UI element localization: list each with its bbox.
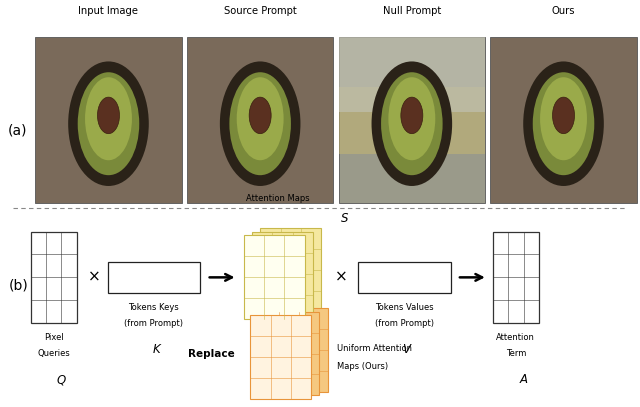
Text: (from Prompt): (from Prompt)	[124, 319, 184, 328]
Ellipse shape	[540, 77, 587, 160]
Text: $Q$: $Q$	[56, 373, 67, 387]
Ellipse shape	[381, 72, 443, 175]
Ellipse shape	[401, 97, 423, 133]
Ellipse shape	[237, 77, 284, 160]
Bar	[250, 315, 311, 399]
Text: Replace: Replace	[188, 348, 236, 359]
Bar	[490, 37, 637, 204]
Text: $A$: $A$	[518, 373, 529, 386]
Ellipse shape	[97, 97, 120, 133]
Ellipse shape	[77, 72, 140, 175]
Ellipse shape	[524, 61, 604, 186]
Bar	[339, 37, 485, 204]
Ellipse shape	[229, 72, 291, 175]
Text: Term: Term	[506, 349, 526, 358]
Bar	[260, 228, 321, 312]
Bar	[244, 236, 305, 319]
Bar	[493, 232, 539, 323]
Text: ×: ×	[335, 270, 348, 285]
Text: Input Image: Input Image	[79, 6, 138, 16]
Text: $V$: $V$	[402, 343, 413, 356]
Bar	[259, 312, 319, 396]
Ellipse shape	[552, 97, 575, 133]
Bar	[187, 37, 333, 204]
Text: Uniform Attention: Uniform Attention	[337, 344, 412, 353]
Text: Ours: Ours	[552, 6, 575, 16]
Bar	[108, 263, 200, 293]
Ellipse shape	[220, 61, 300, 186]
Bar	[267, 308, 328, 392]
Text: Queries: Queries	[37, 349, 70, 358]
Text: (from Prompt): (from Prompt)	[374, 319, 434, 328]
Text: Attention: Attention	[497, 333, 535, 342]
Bar	[31, 232, 77, 323]
Text: Maps (Ours): Maps (Ours)	[337, 362, 388, 371]
Text: (a): (a)	[8, 124, 27, 138]
Ellipse shape	[532, 72, 595, 175]
Text: Null Prompt: Null Prompt	[383, 6, 441, 16]
Bar	[339, 87, 485, 153]
Text: Attention Maps: Attention Maps	[246, 194, 309, 203]
Text: Source Prompt: Source Prompt	[224, 6, 296, 16]
Text: ×: ×	[88, 270, 101, 285]
Text: (b): (b)	[8, 278, 28, 292]
Text: Pixel: Pixel	[44, 333, 63, 342]
Ellipse shape	[249, 97, 271, 133]
Text: Tokens Keys: Tokens Keys	[129, 303, 179, 312]
Text: Tokens Values: Tokens Values	[375, 303, 433, 312]
Ellipse shape	[68, 61, 148, 186]
Bar	[358, 263, 451, 293]
Text: $S$: $S$	[340, 212, 349, 225]
Text: $K$: $K$	[152, 343, 163, 356]
Ellipse shape	[388, 77, 435, 160]
Bar	[252, 232, 313, 316]
Bar	[339, 37, 485, 112]
Ellipse shape	[85, 77, 132, 160]
Ellipse shape	[372, 61, 452, 186]
Bar	[35, 37, 182, 204]
